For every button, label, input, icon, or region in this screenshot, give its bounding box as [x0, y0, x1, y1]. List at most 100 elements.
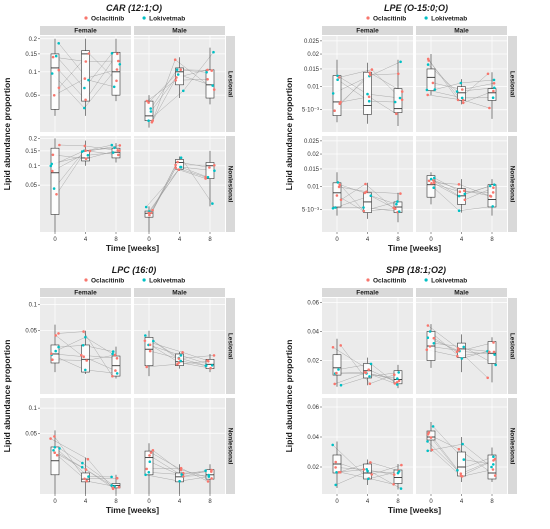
boxplot-week-4: [363, 182, 372, 219]
strip-nonlesional: [226, 398, 235, 494]
data-point: [339, 198, 343, 202]
x-tick-label: 0: [53, 237, 57, 243]
data-point: [117, 485, 121, 489]
legend-label-oclacitinib: Oclacitinib: [373, 16, 406, 23]
box-iqr: [426, 68, 436, 91]
data-point: [179, 165, 182, 169]
data-point: [400, 90, 404, 93]
data-point: [174, 79, 177, 82]
data-point: [369, 194, 373, 197]
panel-female-lesional: [322, 298, 413, 394]
strip-lesional: [508, 298, 517, 394]
y-tick-label: 0.04: [307, 435, 319, 441]
strip-label-female: Female: [356, 28, 379, 35]
legend-marker-lokivetmab: [142, 16, 146, 20]
data-point: [84, 335, 87, 339]
strip-nonlesional: [226, 136, 235, 232]
data-point: [462, 345, 465, 349]
data-point: [182, 475, 185, 478]
strip-lesional: [226, 36, 235, 132]
data-point: [84, 98, 87, 102]
legend: Oclacitinib Lokivetmab: [366, 16, 467, 23]
strip-label-lesional: Lesional: [508, 71, 515, 98]
y-tick-label: 0.2: [29, 136, 38, 142]
data-point: [116, 52, 119, 56]
boxplot-week-8: [205, 47, 215, 105]
data-point: [400, 463, 403, 467]
box-iqr: [457, 451, 466, 477]
x-tick-label: 8: [396, 499, 400, 505]
boxplot-week-4: [457, 179, 466, 213]
data-point: [367, 95, 371, 99]
y-tick-label: 0.02: [307, 465, 319, 471]
data-point: [213, 164, 216, 167]
data-point: [493, 457, 497, 461]
data-point: [397, 72, 400, 76]
data-point: [459, 472, 463, 475]
x-axis-title: Time [weeks]: [388, 243, 441, 253]
data-point: [54, 54, 58, 58]
data-point: [145, 365, 148, 369]
y-tick-label: 0.1: [29, 406, 38, 412]
strip-male: [416, 26, 507, 35]
data-point: [204, 469, 207, 472]
x-tick-label: 0: [53, 499, 57, 505]
data-point: [339, 344, 342, 347]
panel-male-lesional: [134, 298, 225, 394]
strip-label-male: Male: [454, 28, 469, 35]
data-point: [84, 368, 87, 372]
boxplot-week-4: [81, 330, 90, 374]
data-point: [50, 72, 54, 75]
x-tick-label: 0: [335, 499, 339, 505]
data-point: [457, 447, 461, 451]
y-tick-label: 0.05: [25, 183, 37, 189]
data-point: [395, 381, 399, 384]
boxplot-week-8: [393, 464, 403, 490]
data-point: [336, 181, 340, 184]
legend-marker-oclacitinib: [84, 278, 88, 282]
data-point: [57, 345, 60, 349]
data-point: [492, 455, 495, 458]
data-point: [179, 466, 183, 470]
x-axis-title: Time [weeks]: [388, 505, 441, 515]
data-point: [338, 183, 341, 186]
data-point: [457, 194, 461, 198]
data-point: [149, 107, 152, 110]
y-tick-label: 0.025: [304, 139, 320, 145]
boxplot-week-0: [50, 430, 60, 494]
panel-male-lesional: [416, 298, 507, 394]
data-point: [492, 78, 496, 82]
x-tick-label: 4: [178, 237, 182, 243]
data-point: [370, 68, 374, 71]
box-iqr: [487, 88, 497, 101]
data-point: [84, 149, 87, 152]
strip-male: [134, 26, 225, 35]
data-point: [463, 198, 467, 202]
data-point: [368, 375, 371, 378]
data-point: [115, 68, 119, 71]
data-point: [369, 362, 373, 366]
data-point: [57, 42, 60, 45]
chart-3: SPB (18:1;O2) Oclacitinib Lokivetmab Female…: [284, 265, 517, 515]
y-tick-label: 0.06: [307, 405, 319, 411]
box-iqr: [144, 450, 154, 476]
data-point: [362, 206, 365, 209]
data-point: [432, 336, 436, 340]
data-point: [432, 186, 435, 189]
box-iqr: [332, 354, 342, 376]
boxplot-week-4: [363, 357, 372, 386]
data-point: [57, 332, 60, 335]
data-point: [177, 168, 180, 171]
data-point: [426, 433, 430, 436]
data-point: [81, 344, 85, 347]
boxplot-week-8: [205, 464, 215, 494]
panel-male-nonlesional: [416, 398, 507, 494]
chart-title: SPB (18:1;O2): [386, 265, 446, 275]
data-point: [55, 193, 58, 196]
data-point: [490, 465, 493, 469]
x-tick-label: 4: [366, 237, 370, 243]
data-point: [81, 461, 84, 465]
data-point: [87, 475, 90, 478]
data-point: [111, 352, 114, 356]
